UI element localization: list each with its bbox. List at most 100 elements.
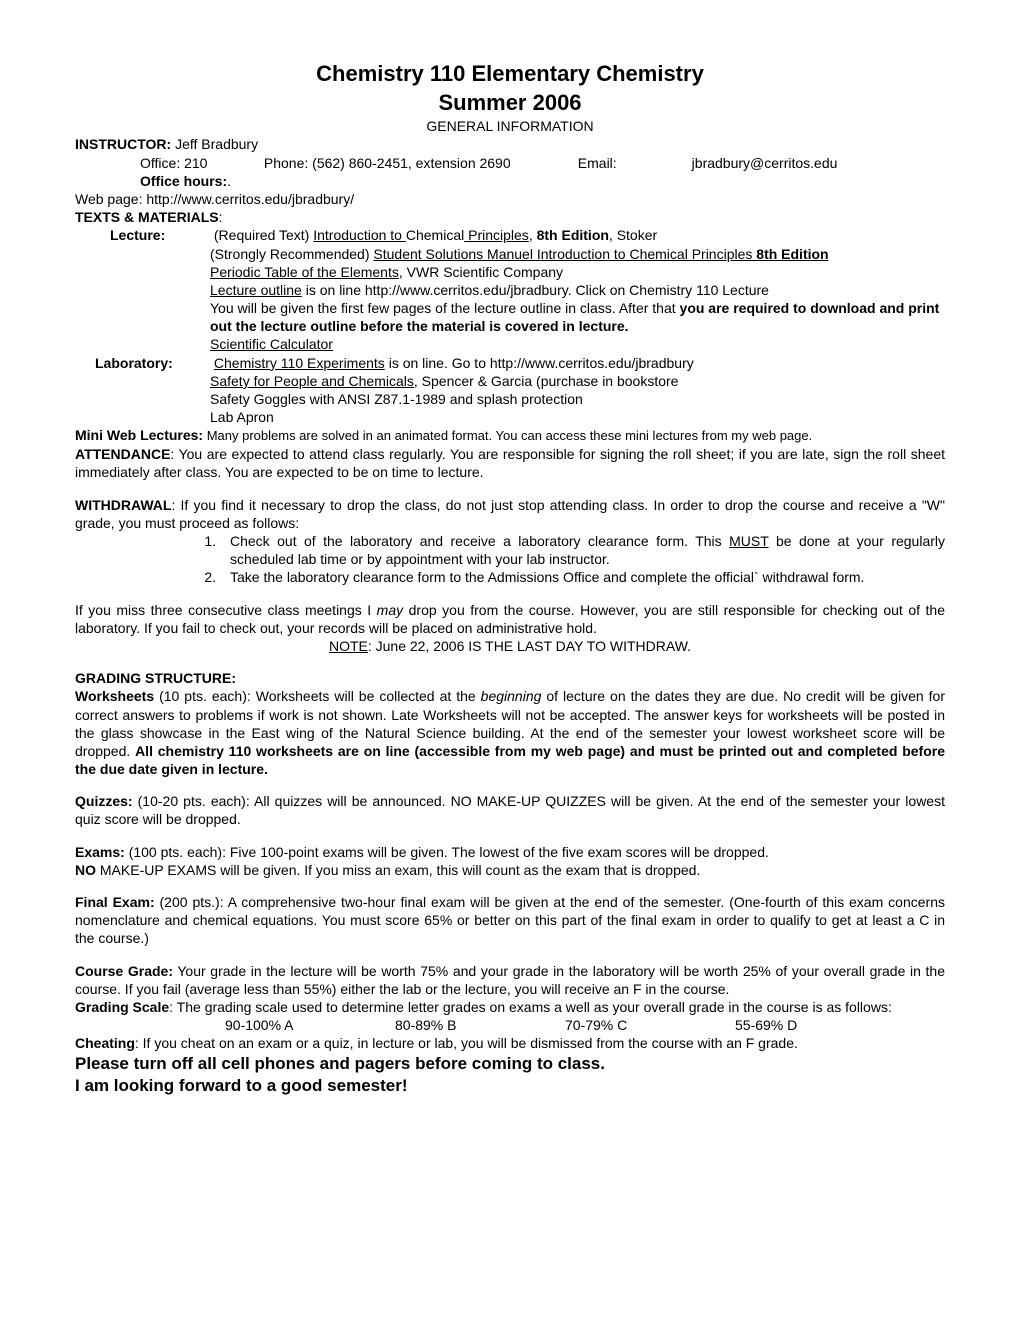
lab-safety-txt: , Spencer & Garcia (purchase in bookstor… bbox=[414, 373, 679, 389]
withdrawal-text: : If you find it necessary to drop the c… bbox=[75, 497, 945, 531]
lab-line1: Laboratory: Chemistry 110 Experiments is… bbox=[75, 354, 945, 372]
scale-txt: : The grading scale used to determine le… bbox=[169, 999, 892, 1015]
miss-para: If you miss three consecutive class meet… bbox=[75, 601, 945, 637]
exam-no: NO bbox=[75, 862, 96, 878]
ws-beg: beginning bbox=[481, 688, 542, 704]
lecture-label-text: Lecture bbox=[110, 227, 161, 243]
lab-exp-txt: is on line. Go to http://www.cerritos.ed… bbox=[385, 355, 694, 371]
withdrawal-step-1: Check out of the laboratory and receive … bbox=[220, 532, 945, 568]
scale-para: Grading Scale: The grading scale used to… bbox=[75, 998, 945, 1016]
attendance-text: : You are expected to attend class regul… bbox=[75, 446, 945, 480]
lec-req-suffix: , bbox=[529, 227, 537, 243]
mini-lectures: Mini Web Lectures: Many problems are sol… bbox=[75, 426, 945, 445]
lecture-line6: Scientific Calculator bbox=[75, 335, 945, 353]
instructor-name: Jeff Bradbury bbox=[175, 136, 258, 152]
miss-may: may bbox=[377, 602, 403, 618]
texts-heading-text: TEXTS & MATERIALS bbox=[75, 209, 219, 225]
webpage-line: Web page: http://www.cerritos.edu/jbradb… bbox=[75, 190, 945, 208]
lecture-line3: Periodic Table of the Elements, VWR Scie… bbox=[75, 263, 945, 281]
withdrawal-note: NOTE: June 22, 2006 IS THE LAST DAY TO W… bbox=[75, 637, 945, 655]
lab-line4: Lab Apron bbox=[75, 408, 945, 426]
cheat-txt: : If you cheat on an exam or a quiz, in … bbox=[135, 1035, 798, 1051]
office-hours-val: . bbox=[227, 173, 231, 189]
scale-label: Grading Scale bbox=[75, 999, 169, 1015]
withdrawal-steps: Check out of the laboratory and receive … bbox=[75, 532, 945, 587]
office-hours-line: Office hours:. bbox=[75, 172, 945, 190]
exam-txt2: MAKE-UP EXAMS will be given. If you miss… bbox=[96, 862, 700, 878]
lecture-label: Lecture: bbox=[75, 226, 210, 244]
texts-heading: TEXTS & MATERIALS: bbox=[75, 208, 945, 226]
exams-para2: NO MAKE-UP EXAMS will be given. If you m… bbox=[75, 861, 945, 879]
lec-outline-txt: is on line http://www.cerritos.edu/jbrad… bbox=[302, 282, 769, 298]
instructor-line: INSTRUCTOR: Jeff Bradbury bbox=[75, 135, 945, 153]
lab-line2: Safety for People and Chemicals, Spencer… bbox=[75, 372, 945, 390]
ws-bold: All chemistry 110 worksheets are on line… bbox=[75, 743, 945, 777]
lecture-line5: You will be given the first few pages of… bbox=[75, 299, 945, 335]
note-u: NOTE bbox=[329, 638, 368, 654]
lab-exp: Chemistry 110 Experiments bbox=[214, 355, 385, 371]
withdrawal-label: WITHDRAWAL bbox=[75, 497, 171, 513]
withdrawal-para: WITHDRAWAL: If you find it necessary to … bbox=[75, 496, 945, 532]
worksheets-para: Worksheets (10 pts. each): Worksheets wi… bbox=[75, 687, 945, 778]
lab-line3: Safety Goggles with ANSI Z87.1-1989 and … bbox=[75, 390, 945, 408]
mini-label: Mini Web Lectures: bbox=[75, 427, 203, 443]
lec-req-title2: Chemical bbox=[406, 227, 464, 243]
phone-label: Phone: (562) 860-2451, extension 2690 bbox=[264, 154, 574, 172]
exam-label: Exams: bbox=[75, 844, 125, 860]
cg-txt: Your grade in the lecture will be worth … bbox=[75, 963, 945, 997]
lec-calc: Scientific Calculator bbox=[210, 336, 333, 352]
lecture-line2: (Strongly Recommended) Student Solutions… bbox=[75, 245, 945, 263]
lab-safety: Safety for People and Chemicals bbox=[210, 373, 414, 389]
lec-outline-note1: You will be given the first few pages of… bbox=[210, 300, 680, 316]
office-label: Office: 210 bbox=[140, 154, 260, 172]
exam-txt: (100 pts. each): Five 100-point exams wi… bbox=[125, 844, 769, 860]
lec-req-edition: 8th Edition bbox=[537, 227, 609, 243]
lec-rec-title: Student Solutions Manuel Introduction to… bbox=[373, 246, 756, 262]
final-txt: (200 pts.): A comprehensive two-hour fin… bbox=[75, 894, 945, 946]
quiz-txt: (10-20 pts. each): All quizzes will be a… bbox=[75, 793, 945, 827]
final-label: Final Exam: bbox=[75, 894, 155, 910]
lec-req-prefix: (Required Text) bbox=[214, 227, 313, 243]
closing-line2: I am looking forward to a good semester! bbox=[75, 1075, 945, 1097]
lec-req-title3: Principles bbox=[464, 227, 529, 243]
exams-para1: Exams: (100 pts. each): Five 100-point e… bbox=[75, 843, 945, 861]
grading-heading: GRADING STRUCTURE: bbox=[75, 669, 945, 687]
course-subtitle: GENERAL INFORMATION bbox=[75, 117, 945, 135]
ws-pts: (10 pts. each): Worksheets will be colle… bbox=[154, 688, 481, 704]
grade-c: 70-79% C bbox=[565, 1016, 735, 1034]
note-txt: : June 22, 2006 IS THE LAST DAY TO WITHD… bbox=[368, 638, 691, 654]
miss1: If you miss three consecutive class meet… bbox=[75, 602, 377, 618]
cheat-label: Cheating bbox=[75, 1035, 135, 1051]
email-value: jbradbury@cerritos.edu bbox=[692, 155, 838, 171]
lec-rec-edition: 8th Edition bbox=[756, 246, 828, 262]
grade-b: 80-89% B bbox=[395, 1016, 565, 1034]
withdrawal-step-2: Take the laboratory clearance form to th… bbox=[220, 568, 945, 586]
quiz-label: Quizzes: bbox=[75, 793, 133, 809]
contact-line: Office: 210 Phone: (562) 860-2451, exten… bbox=[75, 154, 945, 172]
w1must: MUST bbox=[729, 533, 768, 549]
lec-periodic: Periodic Table of the Elements bbox=[210, 264, 399, 280]
lab-label-text: Laboratory bbox=[95, 355, 168, 371]
final-para: Final Exam: (200 pts.): A comprehensive … bbox=[75, 893, 945, 948]
course-term: Summer 2006 bbox=[75, 89, 945, 118]
mini-text: Many problems are solved in an animated … bbox=[203, 428, 812, 443]
grading-scale-row: 90-100% A 80-89% B 70-79% C 55-69% D bbox=[75, 1016, 945, 1034]
closing-line1: Please turn off all cell phones and page… bbox=[75, 1053, 945, 1075]
quizzes-para: Quizzes: (10-20 pts. each): All quizzes … bbox=[75, 792, 945, 828]
lecture-line1: Lecture: (Required Text) Introduction to… bbox=[75, 226, 945, 244]
lec-outline: Lecture outline bbox=[210, 282, 302, 298]
attendance-para: ATTENDANCE: You are expected to attend c… bbox=[75, 445, 945, 481]
ws-label: Worksheets bbox=[75, 688, 154, 704]
grade-d: 55-69% D bbox=[735, 1016, 905, 1034]
title-block: Chemistry 110 Elementary Chemistry Summe… bbox=[75, 60, 945, 135]
office-hours-label: Office hours: bbox=[140, 173, 227, 189]
cg-label: Course Grade: bbox=[75, 963, 173, 979]
instructor-label: INSTRUCTOR: bbox=[75, 136, 171, 152]
cheating-para: Cheating: If you cheat on an exam or a q… bbox=[75, 1034, 945, 1052]
email-label: Email: bbox=[578, 154, 688, 172]
lab-label: Laboratory: bbox=[75, 354, 210, 372]
coursegrade-para: Course Grade: Your grade in the lecture … bbox=[75, 962, 945, 998]
w1a: Check out of the laboratory and receive … bbox=[230, 533, 729, 549]
lec-rec-prefix: (Strongly Recommended) bbox=[210, 246, 373, 262]
lec-req-author: , Stoker bbox=[609, 227, 657, 243]
